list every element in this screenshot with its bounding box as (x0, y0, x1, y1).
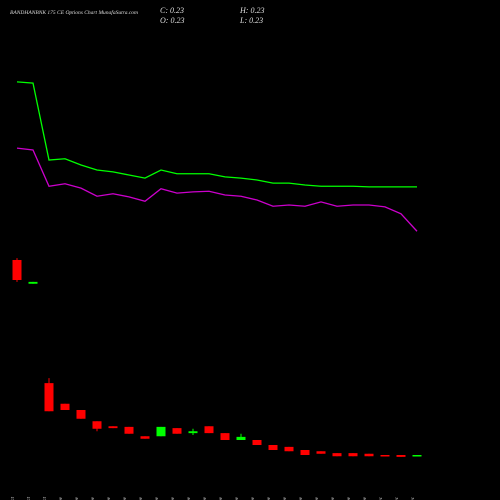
candle-body (348, 453, 358, 457)
x-tick-label: 05 Nov (91, 496, 96, 500)
candle-body (300, 450, 310, 455)
x-tick-label: 01 Nov (59, 496, 64, 500)
candle-body (204, 426, 214, 434)
candle-body (252, 440, 262, 445)
ohlc-open: O: 0.23 (160, 16, 184, 25)
candle-body (268, 445, 278, 450)
candle-body (220, 433, 230, 440)
x-tick-label: 06 Nov (107, 496, 112, 500)
candle-body (364, 453, 374, 457)
chart-title: BANDHANBNK 175 CE Options Chart MunafaSu… (10, 9, 138, 16)
candle-body (156, 426, 166, 437)
candle-body (284, 446, 294, 452)
x-tick-label: 22 Nov (283, 496, 288, 500)
x-tick-label: 04 Nov (75, 496, 80, 500)
ohlc-close: C: 0.23 (160, 6, 184, 15)
indicator-line (16, 147, 418, 232)
candle-body (28, 281, 38, 284)
x-tick-label: 25 Nov (299, 496, 304, 500)
candle-body (236, 436, 246, 440)
x-tick-label: 12 Nov (171, 496, 176, 500)
ohlc-high: H: 0.23 (239, 6, 264, 15)
x-tick-label: 04 Dec (411, 496, 416, 500)
candle-body (316, 451, 326, 454)
candle-body (396, 455, 406, 457)
x-tick-label: 14 Nov (203, 496, 208, 500)
candle-body (124, 426, 134, 434)
x-tick-label: 19 Nov (235, 496, 240, 500)
x-tick-label: 27 Nov (331, 496, 336, 500)
x-tick-label: 18 Nov (219, 496, 224, 500)
x-tick-label: 28 Nov (347, 496, 352, 500)
candle-body (76, 410, 86, 419)
candle-body (188, 431, 198, 434)
x-tick-label: 13 Nov (187, 496, 192, 500)
x-tick-label: 07 Nov (123, 496, 128, 500)
candle-body (44, 383, 54, 412)
x-tick-label: 26 Nov (315, 496, 320, 500)
x-tick-label: 29 Oct (11, 496, 16, 500)
candle-body (92, 421, 102, 429)
ohlc-low: L: 0.23 (239, 16, 263, 25)
candle-body (380, 455, 390, 457)
candle-body (332, 453, 342, 457)
candle-body (412, 455, 422, 457)
x-tick-label: 31 Oct (43, 496, 48, 500)
candle-body (140, 436, 150, 439)
indicator-line (16, 81, 417, 188)
x-tick-label: 29 Nov (363, 496, 368, 500)
x-tick-label: 02 Dec (379, 496, 384, 500)
x-tick-label: 03 Dec (395, 496, 400, 500)
candle-body (172, 428, 182, 434)
x-tick-label: 21 Nov (267, 496, 272, 500)
x-tick-label: 11 Nov (155, 496, 160, 500)
candle-body (60, 403, 70, 410)
x-tick-label: 30 Oct (27, 496, 32, 500)
x-tick-label: 20 Nov (251, 496, 256, 500)
candle-body (12, 260, 22, 280)
candle-body (108, 426, 118, 429)
x-tick-label: 08 Nov (139, 496, 144, 500)
